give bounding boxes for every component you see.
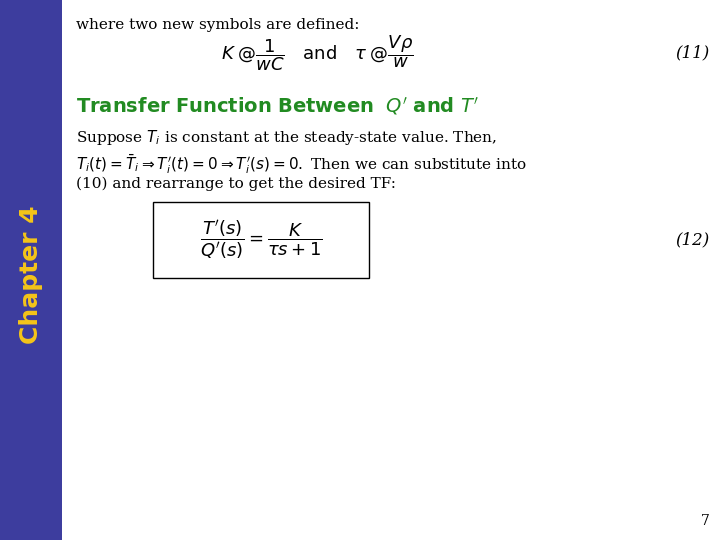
Text: (11): (11) [676, 44, 710, 62]
FancyBboxPatch shape [153, 202, 369, 278]
Text: $K \; @\dfrac{1}{wC} \quad \mathrm{and} \quad \tau \; @\dfrac{V\rho}{w}$: $K \; @\dfrac{1}{wC} \quad \mathrm{and} … [220, 33, 413, 73]
Text: 7: 7 [701, 514, 710, 528]
Text: where two new symbols are defined:: where two new symbols are defined: [76, 18, 359, 32]
Text: $\dfrac{T'(s)}{Q'(s)} = \dfrac{K}{\tau s+1}$: $\dfrac{T'(s)}{Q'(s)} = \dfrac{K}{\tau s… [199, 219, 323, 261]
Text: Suppose $T_i$ is constant at the steady-state value. Then,: Suppose $T_i$ is constant at the steady-… [76, 128, 497, 147]
Text: $\mathbf{Transfer\ Function\ Between}$  $Q'$$\mathbf{\ and\ }$$T'$: $\mathbf{Transfer\ Function\ Between}$ $… [76, 95, 479, 117]
Bar [0, 0, 62, 540]
Text: $T_i(t)= \bar{T}_i \Rightarrow T_i'(t)= 0 \Rightarrow T_i'(s)= 0.$ Then we can s: $T_i(t)= \bar{T}_i \Rightarrow T_i'(t)= … [76, 152, 527, 176]
Text: (12): (12) [676, 232, 710, 248]
Text: (10) and rearrange to get the desired TF:: (10) and rearrange to get the desired TF… [76, 177, 396, 191]
Text: Chapter 4: Chapter 4 [19, 206, 43, 345]
